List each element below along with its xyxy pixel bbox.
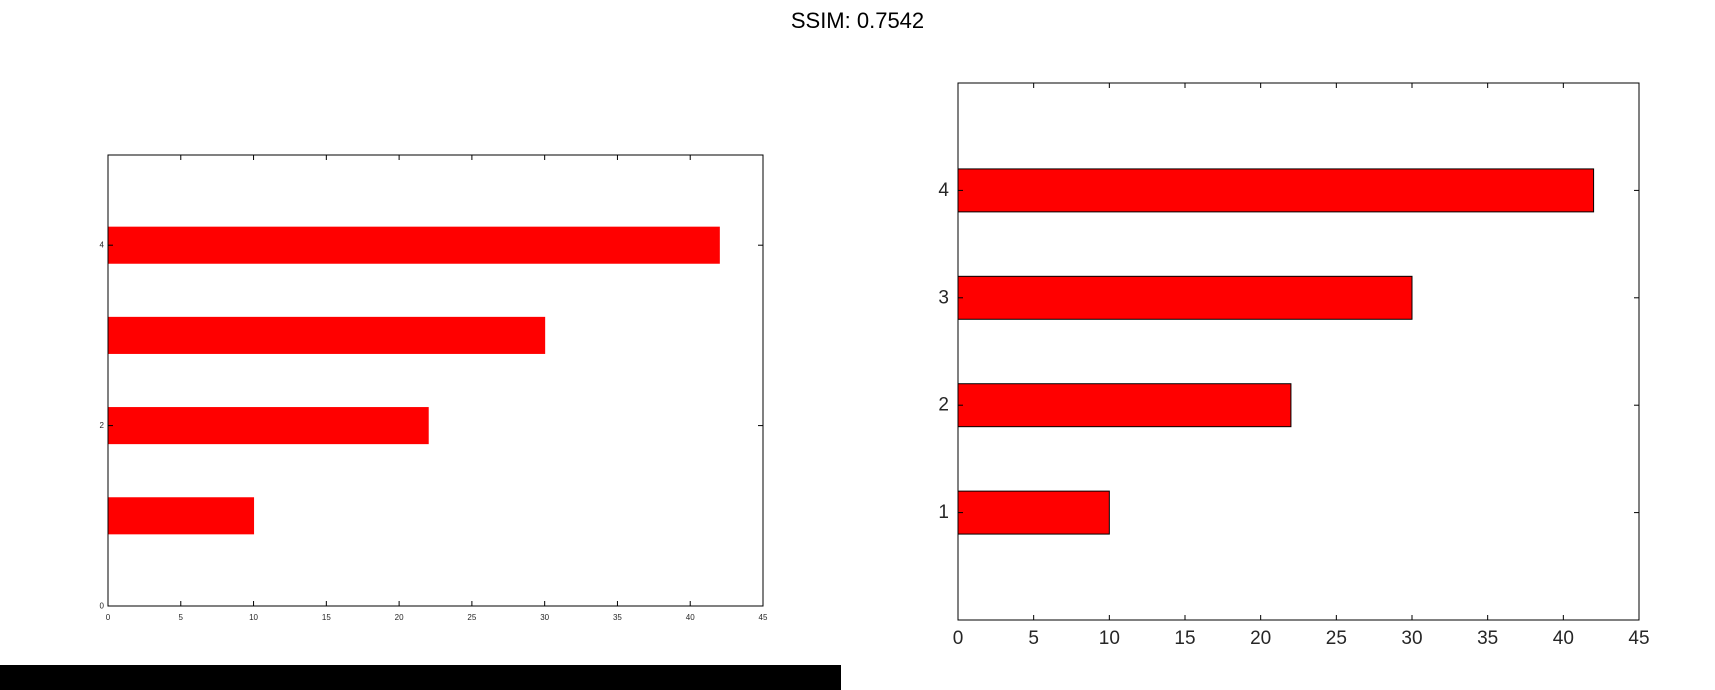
x-tick-label: 25 [1326, 628, 1347, 649]
x-tick-label: 20 [1250, 628, 1271, 649]
x-tick-label: 15 [322, 613, 331, 622]
y-tick-label: 4 [100, 241, 105, 250]
x-tick-label: 20 [395, 613, 404, 622]
axes-box [107, 154, 764, 607]
x-tick-label: 45 [759, 613, 768, 622]
x-tick-label: 10 [1099, 628, 1120, 649]
bar-1 [107, 497, 255, 535]
x-tick-label: 15 [1174, 628, 1195, 649]
y-tick-label: 2 [938, 395, 949, 416]
x-tick-label: 40 [1553, 628, 1574, 649]
bar-2 [957, 383, 1292, 428]
x-tick-label: 5 [179, 613, 184, 622]
bottom-black-bar [0, 665, 841, 690]
x-tick-label: 0 [106, 613, 111, 622]
y-tick-label: 1 [938, 502, 949, 523]
y-tick-label: 2 [100, 421, 105, 430]
x-tick-label: 35 [1477, 628, 1498, 649]
x-tick-label: 35 [613, 613, 622, 622]
x-tick-label: 0 [953, 628, 964, 649]
x-tick-label: 5 [1028, 628, 1039, 649]
y-tick-label: 0 [100, 602, 105, 611]
bar-4 [957, 168, 1595, 213]
x-tick-label: 30 [1401, 628, 1422, 649]
x-tick-label: 25 [467, 613, 476, 622]
bar-4 [107, 226, 720, 264]
x-tick-label: 10 [249, 613, 258, 622]
bar-3 [107, 316, 546, 354]
y-tick-label: 4 [938, 180, 949, 201]
x-tick-label: 40 [686, 613, 695, 622]
right-chart: 0 5 10 15 20 25 30 35 40 45 1 2 3 4 [938, 82, 1650, 649]
y-tick-label: 3 [938, 287, 949, 308]
left-chart: 0 5 10 15 20 25 30 35 40 45 0 2 4 [100, 154, 768, 622]
bar-2 [107, 407, 429, 445]
bar-3 [957, 275, 1413, 320]
bar-1 [957, 490, 1110, 535]
x-tick-label: 30 [540, 613, 549, 622]
page-title: SSIM: 0.7542 [790, 8, 925, 33]
axes-box [957, 82, 1640, 621]
x-tick-label: 45 [1628, 628, 1649, 649]
